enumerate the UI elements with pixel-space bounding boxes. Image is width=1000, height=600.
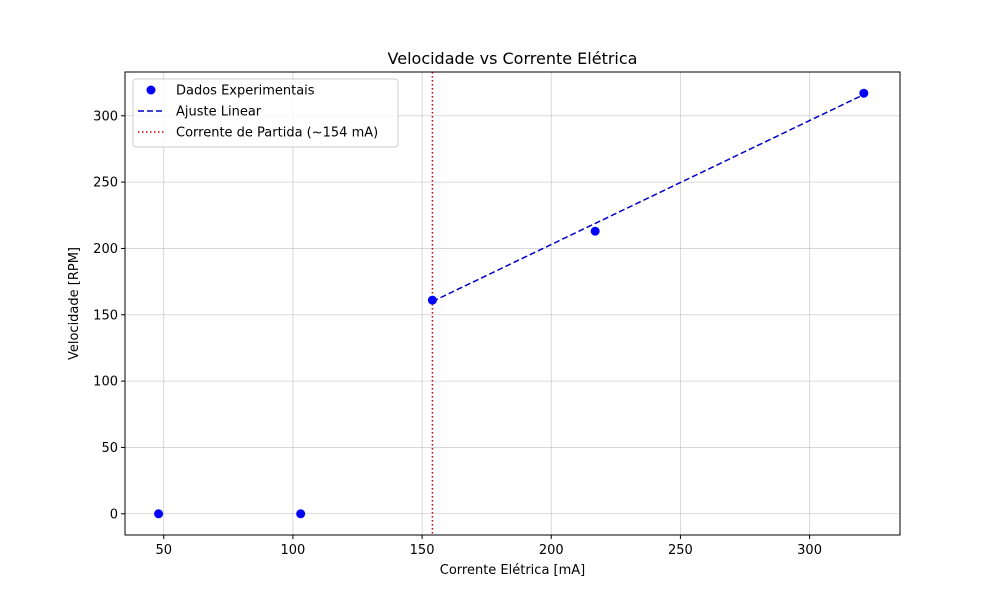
grid: [125, 72, 900, 535]
legend-label: Ajuste Linear: [176, 105, 262, 120]
legend-label: Dados Experimentais: [176, 84, 315, 99]
y-tick-label: 200: [93, 242, 118, 257]
x-tick-label: 200: [539, 543, 564, 558]
plot-area: [154, 72, 869, 535]
y-tick-label: 300: [93, 109, 118, 124]
x-tick-label: 100: [281, 543, 306, 558]
data-point: [154, 509, 164, 519]
y-tick-label: 150: [93, 308, 118, 323]
fit-line: [432, 93, 865, 303]
x-axis-label: Corrente Elétrica [mA]: [440, 563, 586, 578]
axes-frame: [124, 71, 901, 536]
y-tick-label: 100: [93, 375, 118, 390]
x-tick-label: 50: [155, 543, 172, 558]
data-point: [590, 226, 600, 236]
legend-label: Corrente de Partida (~154 mA): [176, 126, 378, 141]
ticks: 50 100 150 200 250 300 0 50 100 150 200 250 300: [93, 109, 822, 558]
y-tick-label: 50: [101, 441, 118, 456]
legend: Dados Experimentais Ajuste Linear Corrente…: [132, 78, 399, 148]
x-tick-label: 150: [410, 543, 435, 558]
x-tick-label: 300: [797, 543, 822, 558]
data-point: [296, 509, 306, 519]
y-axis-label: Velocidade [RPM]: [67, 247, 82, 360]
data-point: [859, 88, 869, 98]
chart-title: Velocidade vs Corrente Elétrica: [388, 49, 638, 68]
legend-box: [132, 78, 399, 148]
y-tick-label: 250: [93, 176, 118, 191]
data-point: [427, 295, 437, 305]
y-tick-label: 0: [110, 507, 118, 522]
x-tick-label: 250: [668, 543, 693, 558]
legend-marker-scatter: [146, 85, 156, 95]
